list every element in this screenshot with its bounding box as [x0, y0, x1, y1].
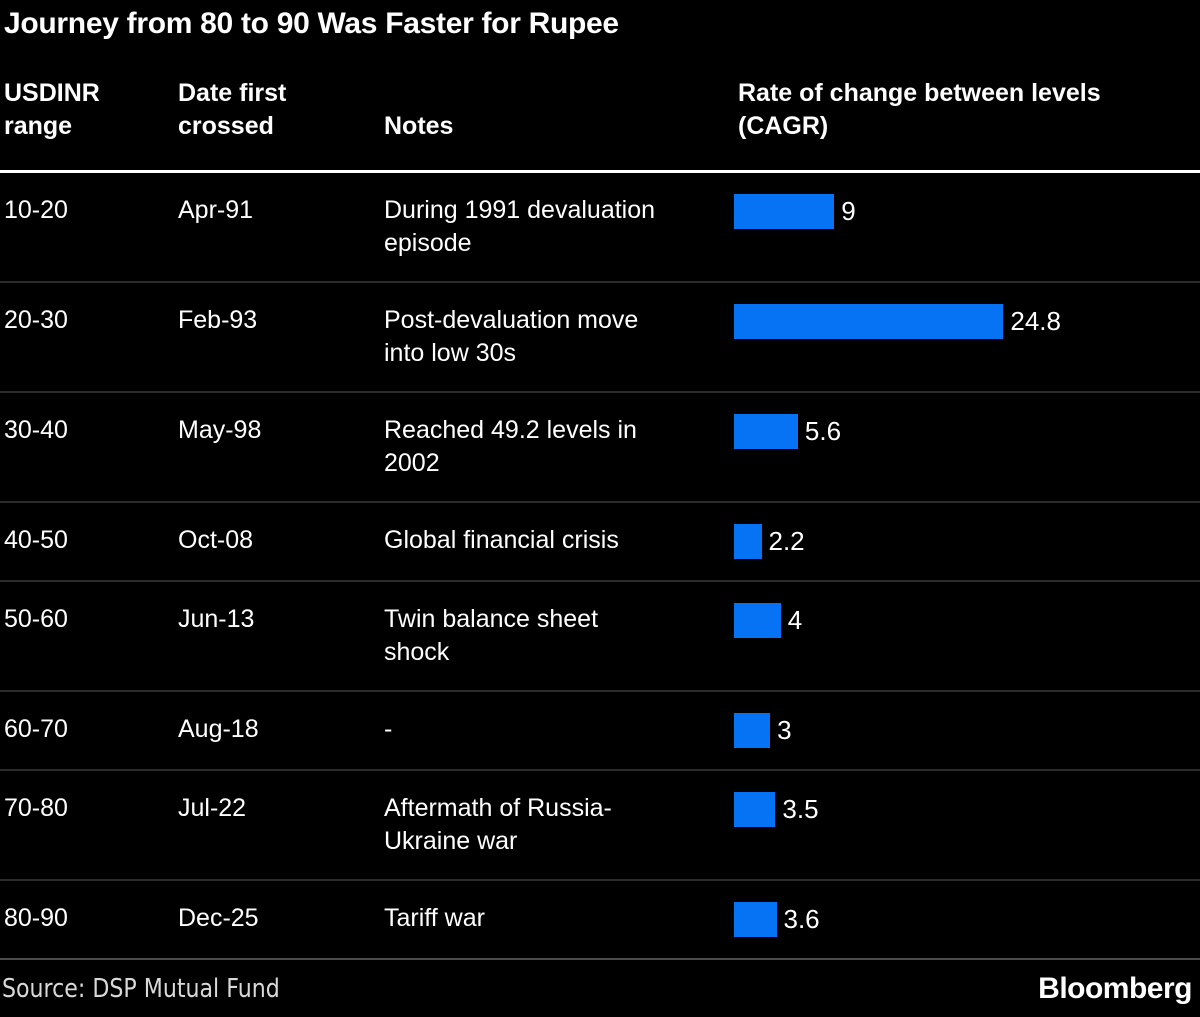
cell-notes: Global financial crisis: [384, 526, 619, 554]
cagr-bar-group: 24.8: [734, 304, 1200, 339]
cell-notes: Twin balance sheet shock: [384, 605, 599, 666]
cell-usdinr-range: 10-20: [4, 196, 68, 224]
cell-notes: During 1991 devaluation episode: [384, 196, 656, 257]
cell-date-crossed: Aug-18: [178, 715, 259, 743]
cell-date-crossed: Jun-13: [178, 605, 255, 633]
cagr-bar: [734, 524, 762, 559]
cell-usdinr-range: 60-70: [4, 715, 68, 743]
cell-cagr: 9: [734, 194, 1200, 260]
cagr-value-label: 24.8: [1010, 306, 1061, 336]
cell-date-crossed: Jul-22: [178, 794, 247, 822]
cell-date-crossed: Feb-93: [178, 306, 258, 334]
source-note: Source: DSP Mutual Fund: [2, 973, 280, 1004]
cagr-bar-group: 4: [734, 603, 1200, 638]
table-row: 50-60 Jun-13 Twin balance sheet shock 4: [0, 580, 1200, 690]
cell-cagr: 3: [734, 713, 1200, 748]
table-row: 60-70 Aug-18 - 3: [0, 690, 1200, 769]
cagr-value-label: 2.2: [768, 526, 805, 556]
cell-cagr: 4: [734, 603, 1200, 669]
cagr-bar: [734, 304, 1004, 339]
cagr-bar: [734, 902, 777, 937]
cell-usdinr-range: 70-80: [4, 794, 68, 822]
table-row: 10-20 Apr-91 During 1991 devaluation epi…: [0, 173, 1200, 281]
column-header-date-first-crossed: Date first crossed: [178, 79, 287, 140]
chart-footer: Source: DSP Mutual Fund Bloomberg: [0, 958, 1200, 1017]
cell-cagr: 2.2: [734, 524, 1200, 559]
cagr-bar-group: 3.6: [734, 902, 1200, 937]
cagr-bar: [734, 194, 835, 229]
cagr-value-label: 3.6: [783, 904, 820, 934]
cell-cagr: 24.8: [734, 304, 1200, 370]
cell-usdinr-range: 20-30: [4, 306, 68, 334]
column-header-usdinr-range: USDINR range: [4, 79, 100, 140]
cagr-value-label: 9: [841, 196, 856, 226]
cagr-bar: [734, 792, 776, 827]
cell-date-crossed: Oct-08: [178, 526, 254, 554]
table-row: 40-50 Oct-08 Global financial crisis 2.2: [0, 501, 1200, 580]
cell-date-crossed: Dec-25: [178, 904, 259, 932]
table-header: USDINR range Date first crossed Notes Ra…: [0, 77, 1200, 173]
cell-cagr: 3.5: [734, 792, 1200, 858]
cagr-bar-group: 3: [734, 713, 1200, 748]
chart-title: Journey from 80 to 90 Was Faster for Rup…: [4, 7, 619, 40]
table-row: 20-30 Feb-93 Post-devaluation move into …: [0, 281, 1200, 391]
bloomberg-logo: Bloomberg: [1038, 971, 1192, 1005]
cagr-bar: [734, 414, 798, 449]
column-header-cagr: Rate of change between levels (CAGR): [738, 79, 1101, 140]
cell-date-crossed: May-98: [178, 416, 262, 444]
table-row: 30-40 May-98 Reached 49.2 levels in 2002…: [0, 391, 1200, 501]
cell-usdinr-range: 80-90: [4, 904, 68, 932]
table-row: 80-90 Dec-25 Tariff war 3.6: [0, 879, 1200, 958]
table-body: 10-20 Apr-91 During 1991 devaluation epi…: [0, 173, 1200, 958]
cagr-value-label: 4: [787, 605, 803, 635]
cagr-bar-group: 9: [734, 194, 1200, 229]
cell-notes: Tariff war: [384, 904, 485, 932]
cagr-value-label: 3.5: [782, 794, 819, 824]
cell-cagr: 5.6: [734, 414, 1200, 480]
table-row: 70-80 Jul-22 Aftermath of Russia-Ukraine…: [0, 769, 1200, 879]
cagr-value-label: 5.6: [804, 416, 842, 446]
column-header-notes: Notes: [384, 112, 454, 140]
cell-notes: Aftermath of Russia-Ukraine war: [384, 794, 612, 855]
cell-notes: -: [384, 715, 393, 743]
cagr-bar-group: 3.5: [734, 792, 1200, 827]
cell-usdinr-range: 30-40: [4, 416, 68, 444]
cagr-value-label: 3: [777, 715, 792, 745]
cell-notes: Reached 49.2 levels in 2002: [384, 416, 637, 477]
cell-usdinr-range: 50-60: [4, 605, 68, 633]
cell-notes: Post-devaluation move into low 30s: [384, 306, 639, 367]
cagr-bar-group: 2.2: [734, 524, 1200, 559]
cell-date-crossed: Apr-91: [178, 196, 254, 224]
cagr-bar-group: 5.6: [734, 414, 1200, 449]
cell-usdinr-range: 40-50: [4, 526, 68, 554]
cagr-bar: [734, 603, 781, 638]
cagr-bar: [734, 713, 771, 748]
cell-cagr: 3.6: [734, 902, 1200, 937]
